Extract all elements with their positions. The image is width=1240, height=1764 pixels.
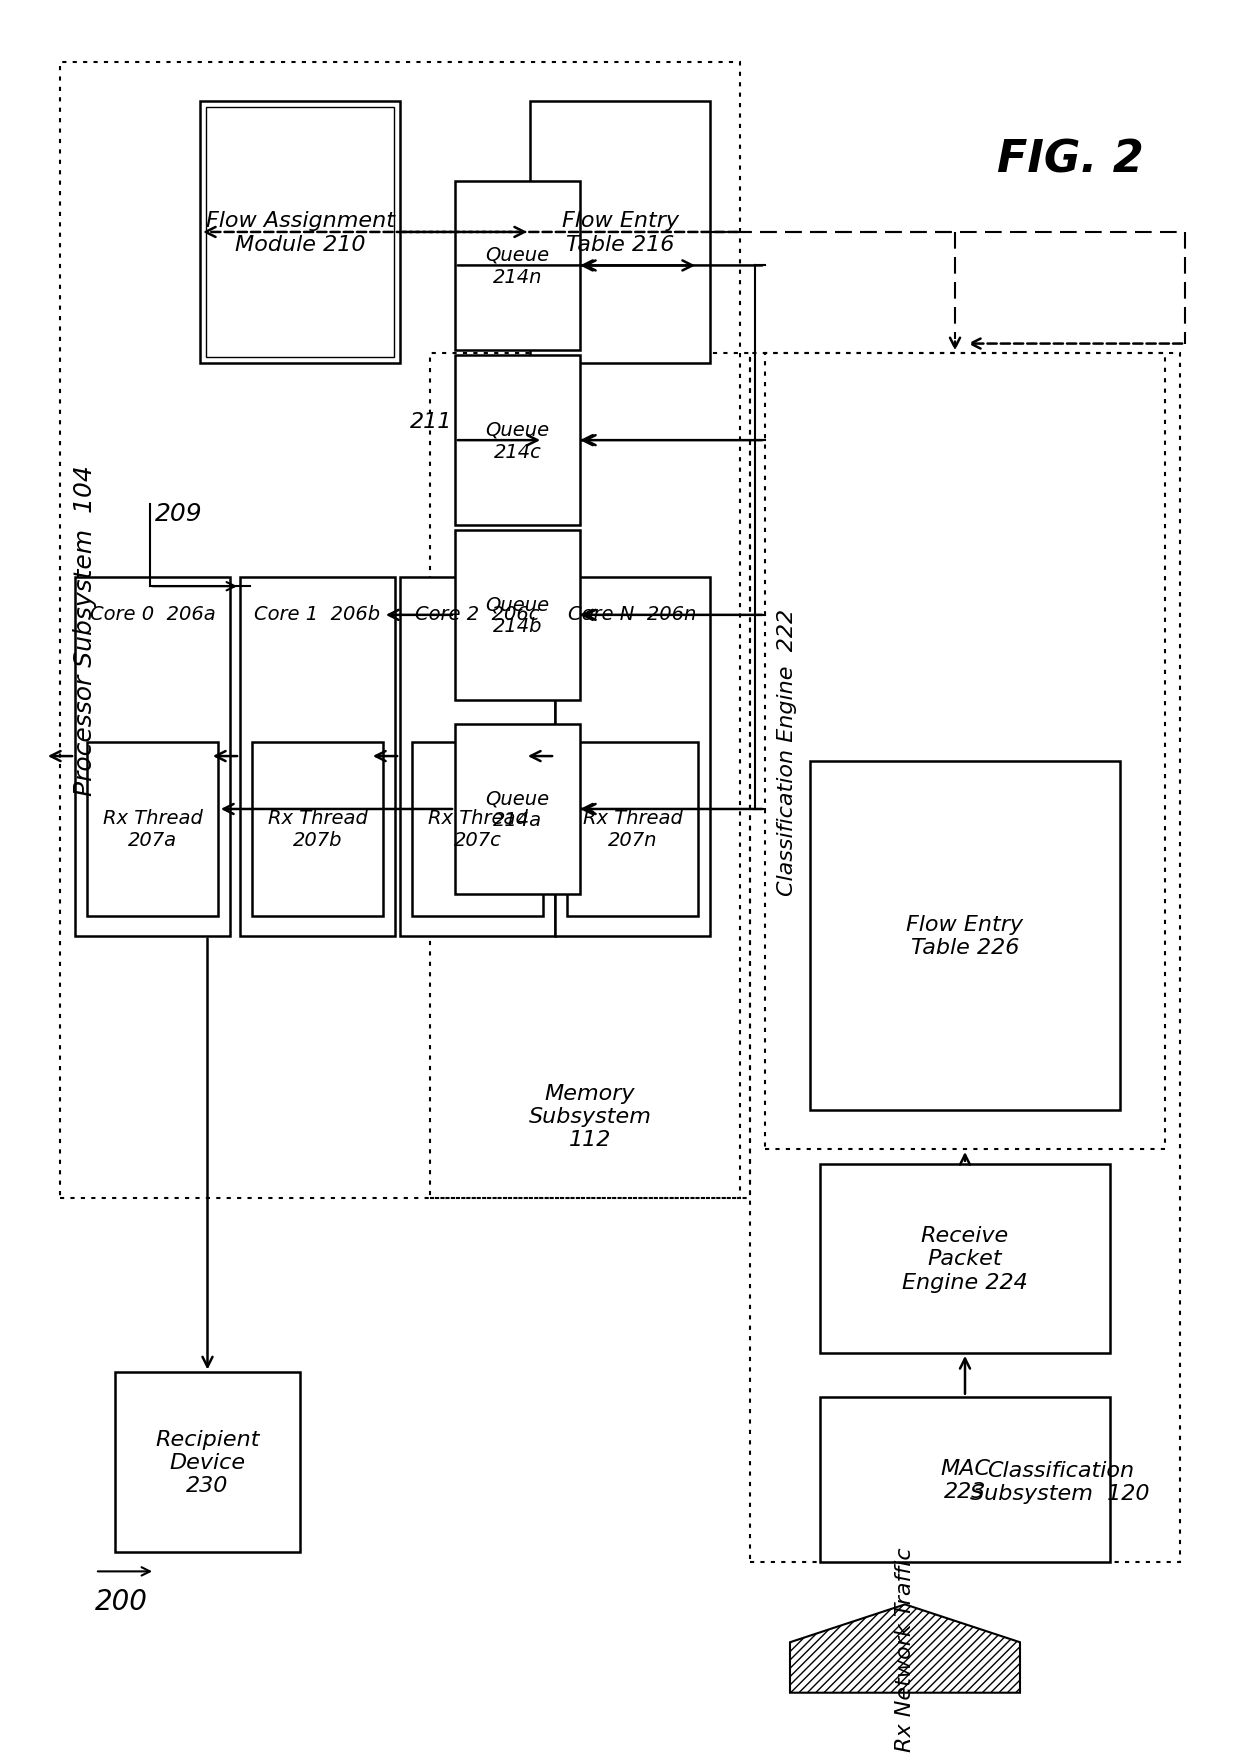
FancyArrow shape	[790, 1605, 1021, 1693]
Text: 209: 209	[155, 503, 202, 526]
Text: Processor Subsystem  104: Processor Subsystem 104	[73, 466, 97, 796]
Bar	[74, 577, 229, 937]
Text: Classification
Subsystem  120: Classification Subsystem 120	[971, 1461, 1149, 1503]
Bar	[455, 725, 580, 894]
Text: Queue
214b: Queue 214b	[485, 594, 549, 637]
Text: Rx Thread
207a: Rx Thread 207a	[103, 810, 202, 850]
Bar	[455, 531, 580, 700]
Text: Core 2  206c: Core 2 206c	[415, 605, 539, 623]
Bar	[430, 355, 750, 1198]
Text: MAC
223: MAC 223	[940, 1457, 990, 1501]
Bar	[765, 355, 1166, 1150]
Bar	[529, 102, 711, 363]
Text: Flow Assignment
Module 210: Flow Assignment Module 210	[206, 212, 394, 254]
Text: FIG. 2: FIG. 2	[997, 139, 1143, 182]
Text: Receive
Packet
Engine 224: Receive Packet Engine 224	[903, 1226, 1028, 1291]
Bar	[820, 1397, 1110, 1561]
Text: Queue
214c: Queue 214c	[485, 420, 549, 462]
Text: Queue
214n: Queue 214n	[485, 245, 549, 288]
Bar	[820, 1164, 1110, 1353]
Text: Rx Thread
207n: Rx Thread 207n	[583, 810, 682, 850]
Text: Recipient
Device
230: Recipient Device 230	[155, 1429, 259, 1496]
Text: Rx Network Traffic: Rx Network Traffic	[895, 1547, 915, 1752]
Bar	[412, 743, 543, 917]
Bar	[455, 182, 580, 351]
Text: Classification Engine  222: Classification Engine 222	[777, 609, 797, 896]
Text: 211: 211	[410, 413, 453, 432]
Bar	[200, 102, 401, 363]
Bar	[810, 762, 1120, 1111]
Text: Core N  206n: Core N 206n	[568, 605, 697, 623]
Bar	[241, 577, 396, 937]
Bar	[87, 743, 218, 917]
Text: Rx Thread
207c: Rx Thread 207c	[428, 810, 527, 850]
Text: Core 1  206b: Core 1 206b	[254, 605, 381, 623]
Bar	[60, 64, 740, 1198]
Bar	[115, 1372, 300, 1552]
Bar	[556, 577, 711, 937]
Bar	[750, 355, 1180, 1561]
Text: Queue
214a: Queue 214a	[485, 789, 549, 831]
Bar	[206, 108, 394, 358]
Bar	[401, 577, 556, 937]
Text: Flow Entry
Table 226: Flow Entry Table 226	[906, 914, 1023, 958]
Text: Rx Thread
207b: Rx Thread 207b	[268, 810, 367, 850]
Bar	[252, 743, 383, 917]
Text: 200: 200	[95, 1586, 148, 1614]
Bar	[455, 356, 580, 526]
Bar	[567, 743, 698, 917]
Text: Flow Entry
Table 216: Flow Entry Table 216	[562, 212, 678, 254]
Text: Memory
Subsystem
112: Memory Subsystem 112	[528, 1083, 651, 1150]
Text: Core 0  206a: Core 0 206a	[89, 605, 216, 623]
